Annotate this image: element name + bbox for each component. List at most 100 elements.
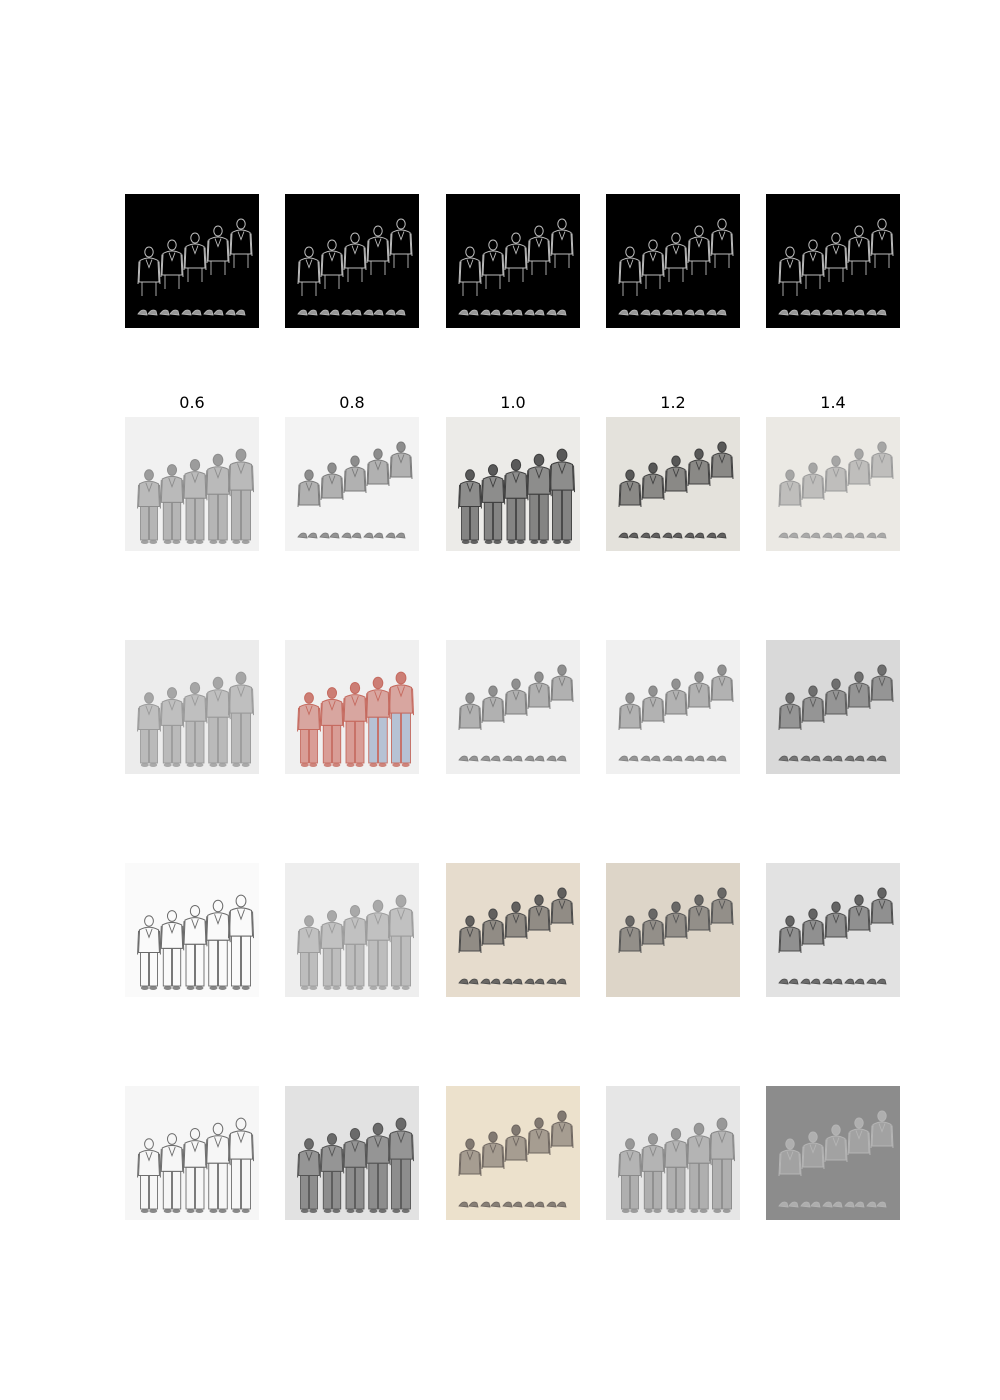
grid-image-r5-c5 bbox=[766, 1086, 900, 1220]
shoe-pair bbox=[458, 755, 479, 762]
grid-image-r2-c2 bbox=[285, 417, 419, 551]
figure bbox=[480, 464, 506, 544]
grid-image-r1-c2 bbox=[285, 194, 419, 328]
shoe-pair bbox=[844, 755, 865, 762]
figure bbox=[297, 915, 321, 990]
figure bbox=[801, 239, 825, 289]
figure bbox=[641, 685, 665, 724]
shoe-pair bbox=[866, 1201, 887, 1208]
figure bbox=[320, 239, 344, 289]
grid-image-r5-c1 bbox=[125, 1086, 259, 1220]
figure bbox=[205, 676, 231, 767]
figure bbox=[847, 894, 871, 933]
figure bbox=[389, 218, 413, 268]
grid-image-r3-c4 bbox=[606, 640, 740, 774]
image-background bbox=[125, 194, 259, 328]
shoe-pair bbox=[319, 532, 340, 539]
shoe-pair bbox=[524, 978, 545, 985]
figure bbox=[618, 1138, 642, 1213]
shoe-pair bbox=[822, 978, 843, 985]
figure bbox=[847, 671, 871, 710]
figure bbox=[319, 1133, 345, 1213]
figure bbox=[481, 1131, 505, 1170]
figure bbox=[227, 671, 255, 767]
figure bbox=[824, 1124, 848, 1163]
shoe-pair bbox=[844, 978, 865, 985]
figure bbox=[778, 1138, 802, 1177]
grid-image-r5-c2 bbox=[285, 1086, 419, 1220]
shoe-pair bbox=[684, 755, 705, 762]
figure bbox=[504, 678, 528, 717]
figure bbox=[641, 462, 665, 501]
figure bbox=[801, 908, 825, 947]
figure bbox=[227, 1117, 255, 1213]
figure bbox=[641, 908, 665, 947]
figure bbox=[297, 469, 321, 508]
shoe-pair bbox=[706, 532, 727, 539]
figure bbox=[870, 441, 894, 480]
shoe-pair bbox=[800, 978, 821, 985]
figure bbox=[710, 218, 734, 268]
shoe-pair bbox=[778, 978, 799, 985]
shoe-pair bbox=[778, 532, 799, 539]
figure bbox=[365, 1122, 391, 1213]
shoe-pair bbox=[297, 309, 318, 316]
figure bbox=[778, 692, 802, 731]
grid-image-r5-c3 bbox=[446, 1086, 580, 1220]
figure bbox=[778, 246, 802, 296]
shoe-pair bbox=[480, 755, 501, 762]
shoe-pair bbox=[225, 309, 246, 316]
figure bbox=[206, 225, 230, 275]
figure bbox=[319, 910, 345, 990]
shoe-pair bbox=[778, 1201, 799, 1208]
figure bbox=[137, 915, 161, 990]
shoe-pair bbox=[618, 532, 639, 539]
image-background bbox=[285, 194, 419, 328]
figure bbox=[227, 894, 255, 990]
image-background bbox=[766, 194, 900, 328]
figure bbox=[297, 246, 321, 296]
shoe-pair bbox=[778, 755, 799, 762]
shoe-pair bbox=[502, 309, 523, 316]
figure bbox=[458, 469, 482, 544]
figure bbox=[618, 246, 642, 296]
figure bbox=[342, 681, 368, 767]
figure bbox=[343, 232, 367, 282]
shoe-pair bbox=[363, 309, 384, 316]
image-background bbox=[125, 863, 259, 997]
figure bbox=[618, 915, 642, 954]
shoe-pair bbox=[458, 978, 479, 985]
figure bbox=[687, 894, 711, 933]
shoe-pair bbox=[363, 532, 384, 539]
shoe-pair bbox=[822, 755, 843, 762]
grid-image-r4-c4 bbox=[606, 863, 740, 997]
figure bbox=[640, 1133, 666, 1213]
figure bbox=[159, 1133, 185, 1213]
figure bbox=[801, 685, 825, 724]
grid-image-r4-c2 bbox=[285, 863, 419, 997]
figure bbox=[618, 469, 642, 508]
grid-image-r3-c2 bbox=[285, 640, 419, 774]
shoe-pair bbox=[684, 532, 705, 539]
figure bbox=[458, 1138, 482, 1177]
figure bbox=[527, 225, 551, 275]
grid-image-r1-c4 bbox=[606, 194, 740, 328]
shoe-pair bbox=[502, 1201, 523, 1208]
shoe-pair bbox=[706, 309, 727, 316]
shoe-pair bbox=[640, 755, 661, 762]
shoe-pair bbox=[662, 755, 683, 762]
figure bbox=[389, 441, 413, 480]
figure bbox=[387, 894, 415, 990]
shoe-pair bbox=[822, 532, 843, 539]
grid-image-r3-c5 bbox=[766, 640, 900, 774]
figure bbox=[618, 692, 642, 731]
shoe-pair bbox=[502, 755, 523, 762]
shoe-pair bbox=[662, 309, 683, 316]
figure bbox=[227, 448, 255, 544]
shoe-pair bbox=[159, 309, 180, 316]
shoe-pair bbox=[662, 532, 683, 539]
figure bbox=[824, 678, 848, 717]
grid-image-r4-c5 bbox=[766, 863, 900, 997]
figure bbox=[481, 908, 505, 947]
column-label-1.0: 1.0 bbox=[500, 393, 526, 412]
